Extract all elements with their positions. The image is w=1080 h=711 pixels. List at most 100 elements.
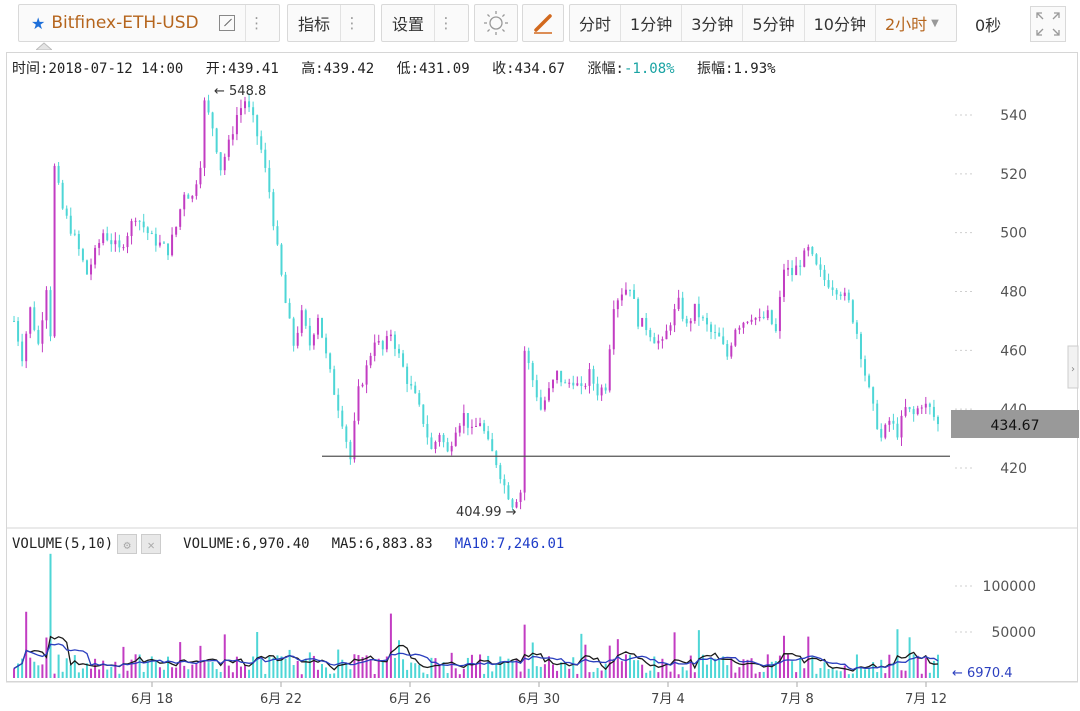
period-tab-2h[interactable]: 2小时 ▼ [876, 5, 948, 41]
collapse-toolbar-icon[interactable] [36, 42, 52, 50]
candle-up [312, 334, 315, 346]
candle-up [470, 426, 473, 428]
candle-up [620, 294, 623, 301]
volume-bar [446, 673, 449, 678]
volume-bar [791, 661, 794, 678]
volume-bar [365, 655, 368, 678]
candle-down [381, 341, 384, 350]
volume-bar [154, 659, 157, 678]
star-icon[interactable]: ★ [31, 13, 46, 33]
volume-bar [134, 654, 137, 678]
active-period-label: 2小时 [884, 15, 928, 34]
volume-bar [223, 634, 226, 678]
candle-up [296, 332, 299, 346]
divider [340, 5, 342, 41]
candle-down [880, 428, 883, 438]
candle-up [385, 336, 388, 350]
volume-bar [495, 663, 498, 678]
candle-down [256, 115, 259, 137]
volume-bar [17, 663, 20, 678]
candle-up [661, 339, 664, 341]
volume-bar [442, 662, 445, 678]
x-tick-label: 7月 12 [905, 692, 947, 707]
indicators-button[interactable]: 指标 ⋮ [287, 4, 375, 42]
volume-bar [556, 670, 559, 678]
candle-down [681, 297, 684, 319]
volume-bar [361, 657, 364, 678]
fullscreen-icon [1036, 12, 1060, 36]
countdown-timer: 0秒 [975, 16, 1002, 35]
period-tab-1min[interactable]: 1分钟 [621, 5, 683, 41]
period-tab-10min[interactable]: 10分钟 [805, 5, 876, 41]
candle-up [677, 297, 680, 310]
menu-dots-icon[interactable]: ⋮ [249, 14, 265, 32]
symbol-selector[interactable]: ★ Bitfinex-ETH-USD ⋮ [18, 4, 280, 42]
volume-bar [831, 667, 834, 678]
candle-down [187, 194, 190, 199]
volume-bar [710, 658, 713, 678]
volume-bar [661, 658, 664, 678]
candle-up [730, 345, 733, 357]
volume-bar [531, 642, 534, 678]
last-volume-label: ← 6970.4 [952, 666, 1013, 681]
candle-down [118, 240, 121, 248]
volume-bar [316, 669, 319, 678]
volume-bar [560, 662, 563, 678]
draw-button[interactable] [522, 4, 564, 42]
external-link-icon[interactable] [218, 15, 235, 31]
volume-bar [33, 661, 36, 678]
candle-down [633, 289, 636, 299]
volume-bar [681, 666, 684, 678]
volume-bar [341, 659, 344, 678]
volume-bar [248, 669, 251, 678]
candle-up [669, 325, 672, 331]
volume-bar [231, 672, 234, 678]
change-info: 涨幅:-1.08% [587, 61, 675, 77]
fullscreen-button[interactable] [1030, 6, 1066, 42]
volume-bar [596, 667, 599, 678]
period-tab-3min[interactable]: 3分钟 [682, 5, 744, 41]
period-tab-fenshi[interactable]: 分时 [570, 5, 622, 41]
volume-bar [150, 656, 153, 678]
candle-down [503, 479, 506, 486]
menu-dots-icon[interactable]: ⋮ [438, 14, 454, 32]
candle-up [924, 403, 927, 408]
volume-indicator-label: VOLUME(5,10) [12, 536, 114, 552]
gear-icon[interactable]: ⚙ [117, 534, 138, 554]
x-tick-label: 6月 30 [518, 692, 560, 707]
candle-down [799, 265, 802, 267]
period-tab-5min[interactable]: 5分钟 [743, 5, 805, 41]
volume-bar [187, 669, 190, 678]
volume-info-bar: VOLUME(5,10) ⚙ ✕ VOLUME:6,970.40 MA5:6,8… [12, 534, 564, 554]
candle-up [600, 387, 603, 396]
settings-button[interactable]: 设置 ⋮ [381, 4, 469, 42]
candle-down [535, 380, 538, 398]
settings-label: 设置 [392, 15, 425, 34]
candle-down [272, 192, 275, 227]
theme-button[interactable] [474, 4, 518, 42]
close-icon[interactable]: ✕ [141, 534, 162, 554]
volume-bar [920, 673, 923, 678]
candle-up [584, 385, 587, 387]
candle-down [49, 290, 52, 337]
candle-up [369, 355, 372, 366]
candle-down [264, 149, 267, 168]
candle-up [479, 423, 482, 426]
menu-dots-icon[interactable]: ⋮ [344, 14, 360, 32]
volume-bar [450, 652, 453, 678]
volume-bar [239, 666, 242, 678]
high-info: 高:439.42 [301, 61, 375, 77]
candle-down [774, 324, 777, 332]
high-annotation: ← 548.8 [214, 84, 266, 99]
candle-up [754, 317, 757, 320]
candle-down [896, 423, 899, 438]
volume-bar [774, 661, 777, 678]
candle-up [523, 350, 526, 493]
volume-bar [454, 668, 457, 678]
candle-up [195, 184, 198, 196]
volume-bar [746, 659, 749, 678]
x-tick-label: 7月 4 [651, 692, 685, 707]
volume-bar [677, 674, 680, 678]
volume-bar [110, 666, 113, 678]
